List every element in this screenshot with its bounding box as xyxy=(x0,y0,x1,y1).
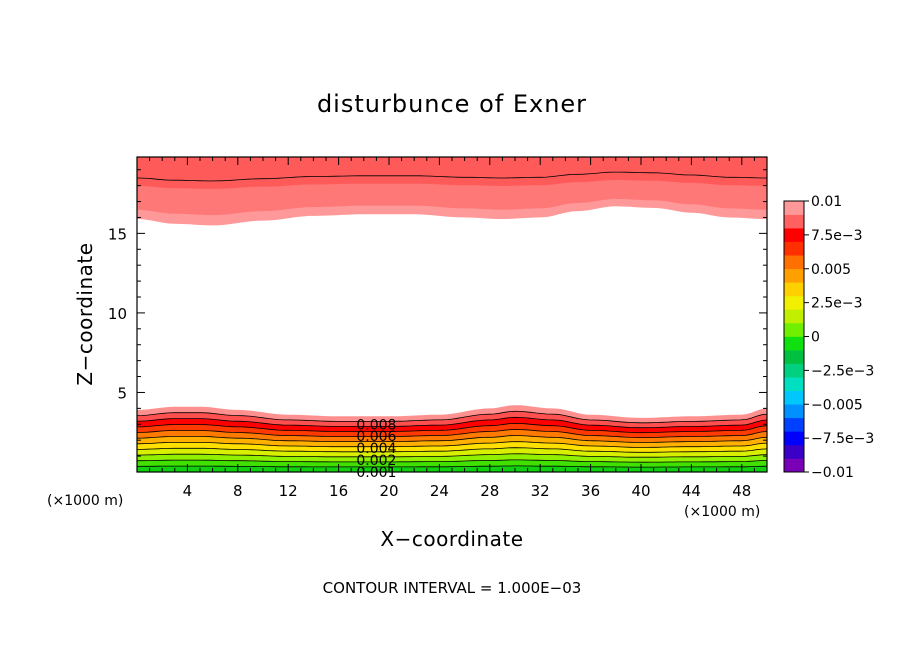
contour-interval-text: CONTOUR INTERVAL = 1.000E−03 xyxy=(323,579,582,597)
contour-label: 0.001 xyxy=(356,465,396,481)
lower-contour-line xyxy=(137,465,767,468)
lower-contour-line xyxy=(137,410,767,424)
contour-label: 0.002 xyxy=(356,453,396,469)
colorbar-tick-label: −0.005 xyxy=(811,397,863,413)
colorbar-segment xyxy=(784,241,804,256)
colorbar-segment xyxy=(784,431,804,446)
x-tick-label: 20 xyxy=(379,482,398,500)
contour-label: 0.008 xyxy=(356,417,396,433)
x-tick-label: 44 xyxy=(682,482,701,500)
colorbar: 0.01 7.5e−3 0.005 2.5e−3 0 −2.5e−3 −0.005 −7.5e… xyxy=(783,194,874,481)
colorbar-segment xyxy=(784,201,804,215)
x-tick-label: 40 xyxy=(631,482,650,500)
colorbar-segment xyxy=(784,268,804,283)
colorbar-tick-label: 2.5e−3 xyxy=(811,296,863,312)
colorbar-tick-label: 0.01 xyxy=(811,194,842,210)
lower-contour-line xyxy=(137,459,767,463)
colorbar-segment xyxy=(784,228,804,242)
chart-title: disturbunce of Exner xyxy=(317,90,587,118)
colorbar-tick-label: −7.5e−3 xyxy=(811,431,874,447)
x-tick-label: 16 xyxy=(329,482,348,500)
colorbar-segment xyxy=(784,390,804,405)
lower-band-fill xyxy=(137,441,767,453)
colorbar-segment xyxy=(784,322,804,337)
lower-contour-line xyxy=(137,453,767,458)
y-tick-label: 5 xyxy=(117,384,127,402)
x-tick-label: 48 xyxy=(732,482,751,500)
colorbar-tick-label: 7.5e−3 xyxy=(811,228,863,244)
lower-band-fill xyxy=(137,423,767,438)
x-unit-left: (×1000 m) xyxy=(47,493,123,509)
lower-band-fill xyxy=(137,417,767,433)
x-axis-label: X−coordinate xyxy=(380,527,523,551)
colorbar-segment xyxy=(784,417,804,432)
y-tick-label: 10 xyxy=(108,305,127,323)
lower-band-fill xyxy=(137,435,767,448)
lower-contour-line xyxy=(137,435,767,443)
y-axis-label: Z−coordinate xyxy=(73,242,97,385)
contour-label: 0.004 xyxy=(356,441,396,457)
x-tick-label: 36 xyxy=(581,482,600,500)
lower-contour-line xyxy=(137,441,767,448)
colorbar-segment xyxy=(784,377,804,391)
lower-band-fill xyxy=(137,405,767,423)
lower-contour-line xyxy=(137,429,767,438)
contour-label: 0.006 xyxy=(356,429,396,445)
colorbar-tick-label: −2.5e−3 xyxy=(811,363,874,379)
lower-band-fill xyxy=(137,453,767,463)
x-tick-label: 8 xyxy=(233,482,243,500)
x-tick-label: 12 xyxy=(279,482,298,500)
colorbar-segment xyxy=(784,282,804,297)
colorbar-segment xyxy=(784,309,804,324)
lower-contour-line xyxy=(137,447,767,453)
x-tick-label: 28 xyxy=(480,482,499,500)
y-tick-label: 15 xyxy=(108,225,127,243)
x-tick-label: 24 xyxy=(430,482,449,500)
upper-band-fill xyxy=(137,157,767,189)
lower-band-fill xyxy=(137,447,767,458)
colorbar-segment xyxy=(784,336,804,351)
colorbar-segment xyxy=(784,363,804,378)
x-unit-right: (×1000 m) xyxy=(684,504,760,520)
lower-contour-line xyxy=(137,416,767,429)
upper-contour-line xyxy=(137,171,767,182)
colorbar-tick-label: 0 xyxy=(811,330,820,346)
x-tick-label: 32 xyxy=(531,482,550,500)
colorbar-segment xyxy=(784,350,804,364)
colorbar-tick-label: 0.005 xyxy=(811,262,851,278)
colorbar-segment xyxy=(784,458,804,473)
x-tick-label: 4 xyxy=(183,482,193,500)
lower-contour-line xyxy=(137,422,767,434)
lower-band-fill xyxy=(137,429,767,443)
colorbar-segment xyxy=(784,255,804,270)
colorbar-segment xyxy=(784,214,804,229)
colorbar-segment xyxy=(784,404,804,419)
colorbar-segment xyxy=(784,295,804,310)
colorbar-tick-label: −0.01 xyxy=(811,465,854,481)
colorbar-segment xyxy=(784,444,804,459)
